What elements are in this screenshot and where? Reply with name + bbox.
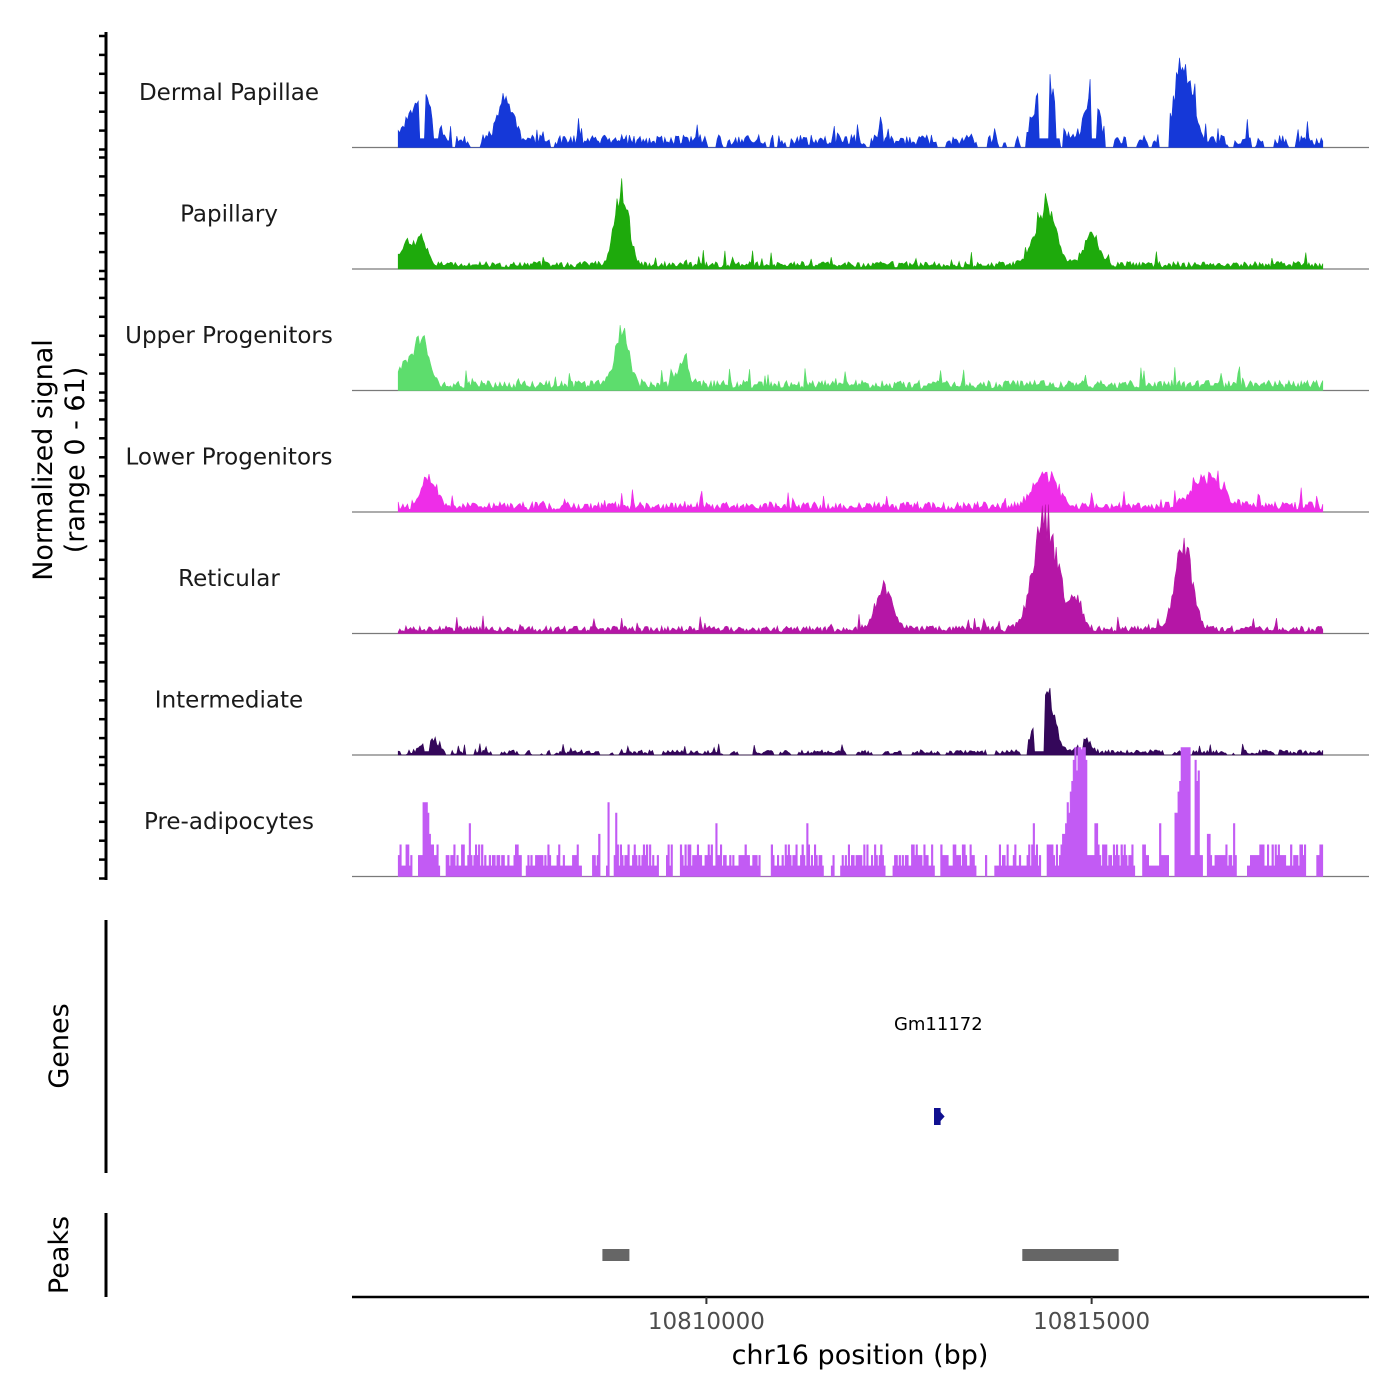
peaks-track	[602, 1249, 1119, 1261]
genes-track: Gm11172	[894, 1014, 983, 1125]
signal-area	[397, 57, 1324, 148]
gene-strand-arrow	[939, 1111, 945, 1122]
coverage-y-ticks	[99, 34, 106, 880]
x-axis-title: chr16 position (bp)	[732, 1340, 989, 1371]
track-signals	[352, 57, 1369, 878]
track-label: Intermediate	[155, 688, 303, 714]
signal-area	[397, 687, 1324, 756]
x-tick-label: 10815000	[1033, 1309, 1150, 1335]
gene-label: Gm11172	[894, 1014, 983, 1035]
signal-area	[397, 747, 1324, 877]
track-label: Upper Progenitors	[125, 323, 333, 349]
peaks-axis-label: Peaks	[44, 1216, 75, 1294]
track-label: Dermal Papillae	[139, 80, 319, 106]
signal-area	[397, 504, 1324, 634]
track-label: Pre-adipocytes	[144, 809, 314, 835]
y-axis-title: Normalized signal (range 0 - 61)	[28, 339, 91, 581]
track-label: Lower Progenitors	[126, 445, 333, 471]
x-axis-ticks: 10810000 10815000	[648, 1297, 1150, 1335]
peak-region	[602, 1249, 630, 1261]
y-axis-title-line1: Normalized signal	[28, 339, 59, 581]
signal-area	[397, 325, 1324, 391]
track-label: Reticular	[178, 566, 280, 592]
signal-area	[397, 178, 1324, 270]
gene-exon	[934, 1108, 941, 1125]
signal-area	[397, 470, 1324, 513]
x-tick-label: 10810000	[648, 1309, 765, 1335]
peak-region	[1022, 1249, 1119, 1261]
track-label: Papillary	[180, 202, 278, 228]
y-axis-title-line2: (range 0 - 61)	[60, 367, 91, 554]
track-labels: Dermal Papillae Papillary Upper Progenitor…	[125, 80, 333, 835]
genes-axis-label: Genes	[44, 1003, 75, 1088]
